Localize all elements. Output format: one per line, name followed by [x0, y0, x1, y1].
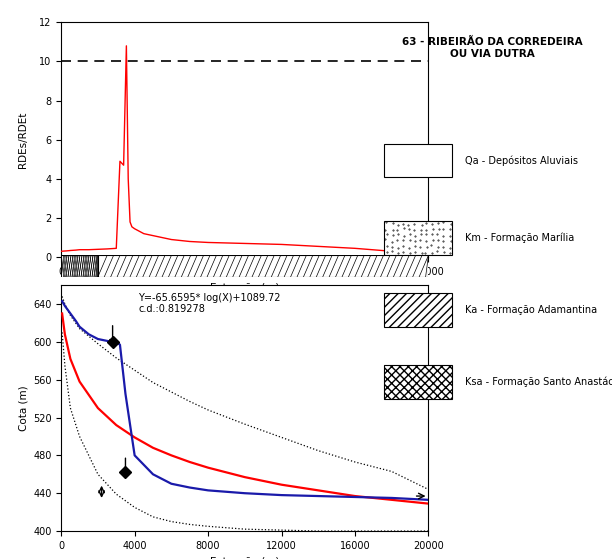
FancyBboxPatch shape — [384, 144, 452, 178]
X-axis label: Extensão (m): Extensão (m) — [210, 282, 280, 292]
Text: Km - Formação Marília: Km - Formação Marília — [466, 233, 575, 243]
Text: Y=-65.6595* log(X)+1089.72
c.d.:0.819278: Y=-65.6595* log(X)+1089.72 c.d.:0.819278 — [138, 293, 281, 314]
Text: Ka - Formação Adamantina: Ka - Formação Adamantina — [466, 305, 597, 315]
Y-axis label: Cota (m): Cota (m) — [18, 385, 28, 431]
FancyBboxPatch shape — [384, 293, 452, 326]
Bar — [61, 255, 98, 277]
X-axis label: Extensão (m): Extensão (m) — [210, 556, 280, 559]
Text: Qa - Depósitos Aluviais: Qa - Depósitos Aluviais — [466, 155, 578, 166]
Text: 63 - RIBEIRÃO DA CORREDEIRA
OU VIA DUTRA: 63 - RIBEIRÃO DA CORREDEIRA OU VIA DUTRA — [402, 37, 583, 59]
FancyBboxPatch shape — [384, 365, 452, 399]
Text: Ksa - Formação Santo Anastácio: Ksa - Formação Santo Anastácio — [466, 377, 612, 387]
Y-axis label: RDEs/RDEt: RDEs/RDEt — [18, 112, 28, 168]
FancyBboxPatch shape — [384, 221, 452, 255]
